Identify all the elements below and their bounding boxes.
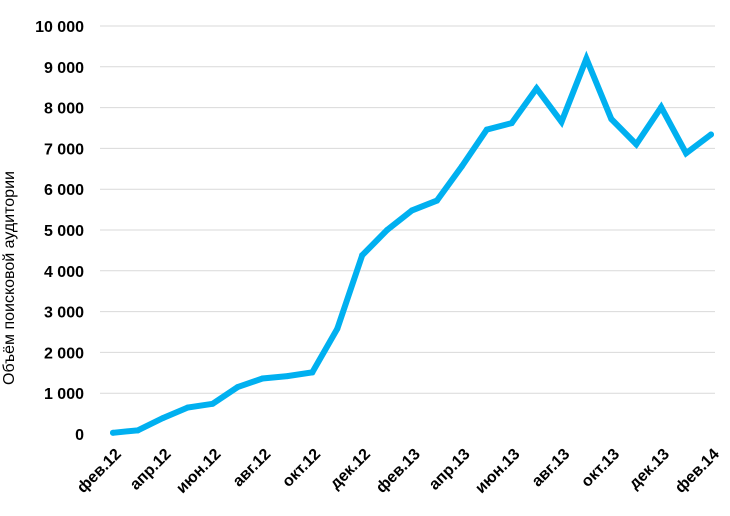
x-tick-label: дек.13 <box>626 446 673 493</box>
data-point <box>583 55 590 62</box>
data-point <box>708 131 714 138</box>
x-tick-label: фев.14 <box>672 446 723 497</box>
data-point <box>334 325 341 332</box>
x-tick-label: фев.12 <box>74 446 125 497</box>
x-tick-label: авг.12 <box>230 446 275 491</box>
data-point <box>159 415 166 422</box>
data-point <box>508 120 515 127</box>
data-point <box>259 375 266 382</box>
grid-layer <box>100 25 715 394</box>
data-point <box>184 404 191 411</box>
x-tick-label: окт.12 <box>279 446 324 491</box>
x-tick-label: авг.13 <box>529 446 574 491</box>
y-tick-label: 6 000 <box>44 182 84 199</box>
x-tick-label: апр.13 <box>426 446 474 494</box>
data-point <box>633 141 640 148</box>
x-tick-label: фев.13 <box>373 446 424 497</box>
data-point <box>384 227 391 233</box>
y-axis-label: Объём поисковой аудитории <box>1 171 18 385</box>
y-axis-ticks: 0 1 000 2 000 3 000 4 000 5 000 6 000 7 000 8 00… <box>35 19 84 444</box>
y-tick-label: 2 000 <box>44 345 84 362</box>
data-point <box>533 85 540 92</box>
y-tick-label: 10 000 <box>35 19 84 36</box>
data-point <box>433 197 440 204</box>
data-point <box>284 373 291 380</box>
series-layer <box>110 50 714 436</box>
y-tick-label: 3 000 <box>44 305 84 322</box>
data-point <box>483 126 490 133</box>
data-point <box>608 116 615 123</box>
y-tick-label: 4 000 <box>44 264 84 281</box>
data-point <box>359 252 366 259</box>
y-tick-label: 5 000 <box>44 223 84 240</box>
y-tick-label: 1 000 <box>44 386 84 403</box>
data-point <box>683 150 690 157</box>
x-tick-label: окт.13 <box>578 446 623 491</box>
data-point <box>134 427 141 434</box>
x-tick-label: апр.12 <box>127 446 175 494</box>
data-point <box>558 118 565 125</box>
data-point <box>409 207 415 214</box>
x-tick-label: дек.12 <box>327 446 374 493</box>
y-tick-label: 0 <box>75 427 84 444</box>
y-tick-label: 8 000 <box>44 101 84 118</box>
data-point <box>209 400 216 407</box>
data-point <box>458 163 465 170</box>
y-tick-label: 7 000 <box>44 141 84 158</box>
data-point <box>658 104 665 111</box>
data-point <box>110 429 116 436</box>
data-point <box>309 369 316 376</box>
x-tick-label: июн.12 <box>173 446 224 497</box>
data-point <box>234 384 241 391</box>
series-line <box>110 50 714 436</box>
y-tick-label: 9 000 <box>44 60 84 77</box>
x-tick-label: июн.13 <box>472 446 523 497</box>
